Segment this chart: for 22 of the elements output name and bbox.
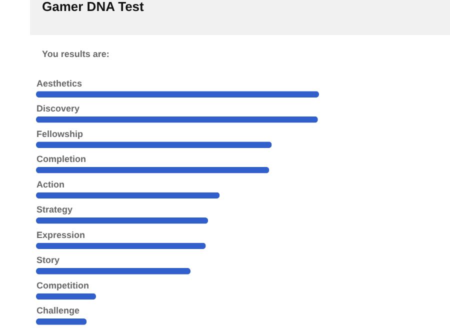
y-tick-label: Aesthetics	[36, 78, 82, 88]
y-tick-label: Strategy	[36, 204, 73, 215]
bar	[36, 142, 272, 148]
bar	[36, 242, 206, 250]
y-tick-label: Competition	[36, 280, 89, 290]
y-tick-label: Action	[36, 179, 64, 190]
y-tick-label: Completion	[36, 154, 86, 164]
bar	[36, 318, 87, 325]
y-tick-label: Story	[36, 255, 60, 266]
y-tick-label: Fellowship	[36, 128, 84, 139]
y-tick-label: Challenge	[36, 306, 80, 316]
bar	[36, 91, 319, 98]
bar	[36, 116, 318, 123]
bar	[36, 293, 96, 300]
chart-title: Gamer DNA Test	[42, 0, 145, 14]
y-tick-label: Expression	[36, 230, 86, 240]
chart-subtitle: You results are:	[42, 48, 110, 59]
bar	[36, 217, 208, 224]
bar	[36, 192, 220, 199]
bar	[36, 268, 191, 274]
bar	[36, 166, 270, 174]
y-tick-label: Discovery	[36, 104, 80, 114]
